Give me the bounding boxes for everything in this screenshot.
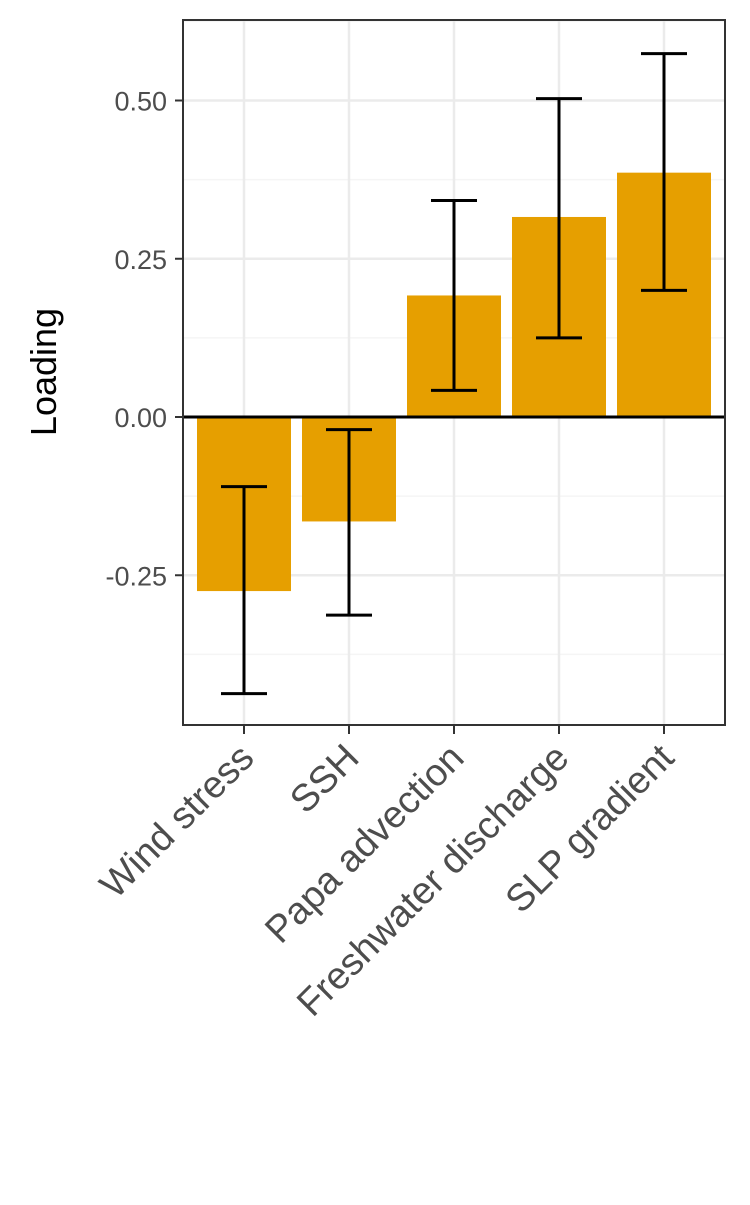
- error-bar-4: [641, 52, 687, 292]
- error-bar-3: [536, 97, 582, 340]
- y-axis-title: Loading: [23, 308, 64, 436]
- error-bar-2: [431, 199, 477, 392]
- y-tick-label: 0.25: [114, 245, 167, 275]
- y-tick-label: 0.50: [114, 87, 167, 117]
- y-tick-label: 0.00: [114, 403, 167, 433]
- error-bar-1: [326, 428, 372, 617]
- error-bars: [221, 52, 687, 696]
- error-bar-0: [221, 485, 267, 696]
- y-tick-label: -0.25: [105, 561, 167, 591]
